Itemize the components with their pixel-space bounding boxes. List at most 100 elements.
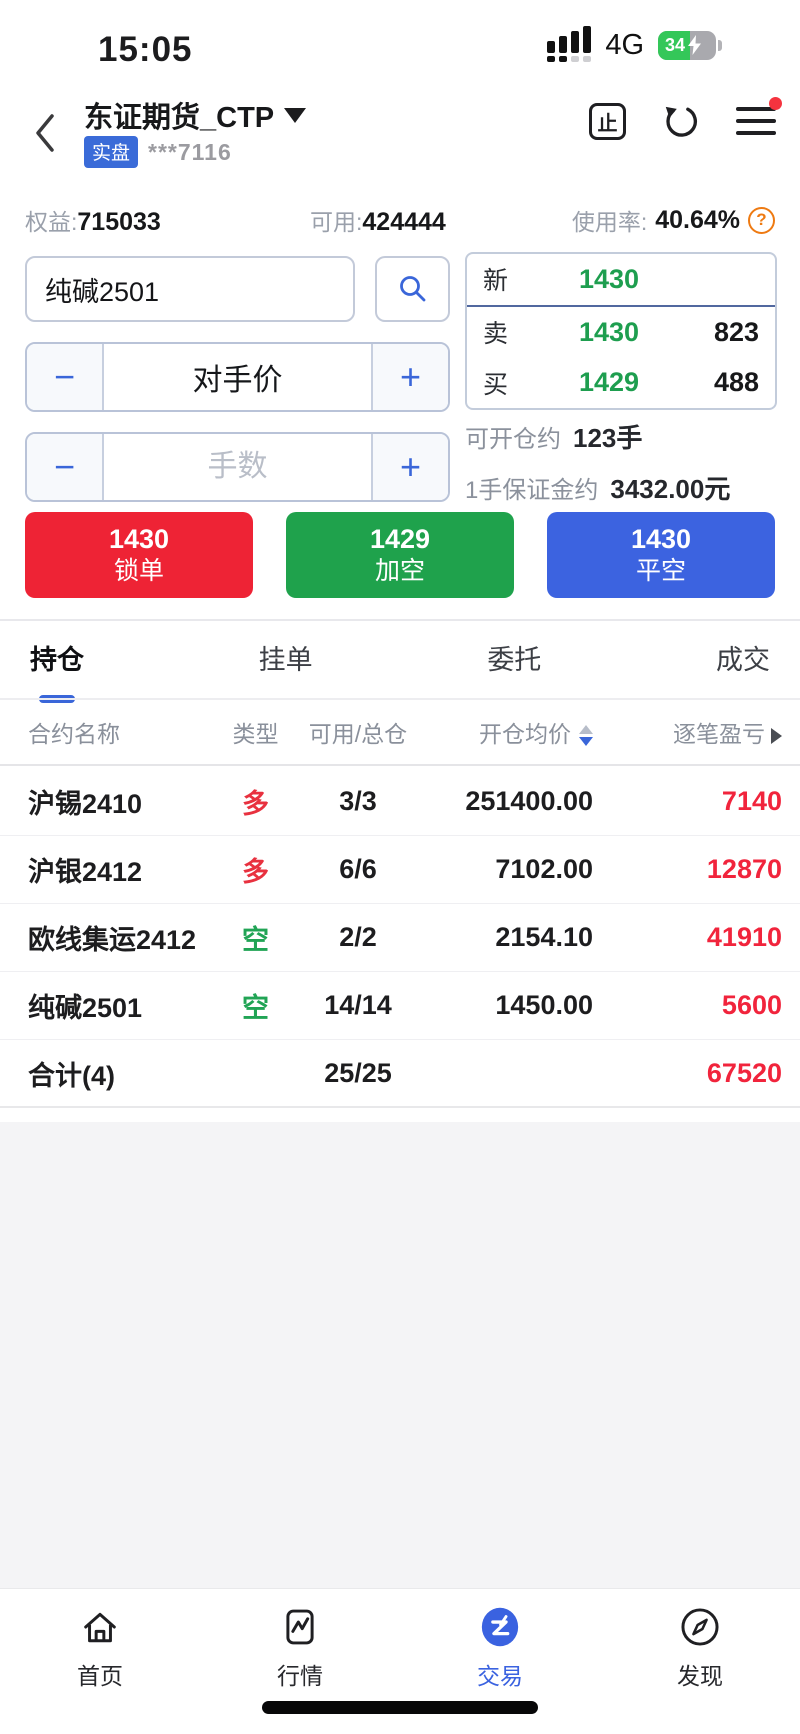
total-available-total: 25/25	[324, 1057, 392, 1088]
tab-positions[interactable]: 持仓	[30, 638, 84, 703]
price-stepper: − +	[25, 342, 450, 412]
open-capacity-label: 可开仓约	[465, 426, 561, 453]
column-pnl[interactable]: 逐笔盈亏	[593, 715, 782, 749]
battery-percent: 34	[665, 34, 686, 55]
pnl-expand-arrow-icon	[771, 727, 782, 744]
new-price-value: 1430	[579, 263, 640, 294]
quantity-decrease-button[interactable]: −	[27, 434, 104, 500]
available-value: 424444	[362, 208, 446, 236]
table-row[interactable]: 纯碱2501 空 14/14 1450.00 5600	[0, 972, 800, 1040]
tab-pending-orders[interactable]: 挂单	[258, 644, 313, 675]
margin-label: 1手保证金约	[465, 477, 599, 504]
section-divider	[0, 619, 800, 621]
available-total: 6/6	[339, 854, 377, 884]
back-chevron-icon	[36, 114, 54, 152]
equity-label: 权益:	[25, 209, 78, 235]
bid-label: 买	[483, 370, 509, 399]
price-input[interactable]	[104, 360, 371, 394]
open-avg-price: 7102.00	[495, 854, 593, 884]
tabs-divider	[0, 698, 800, 700]
nav-discover[interactable]: 发现	[600, 1593, 800, 1691]
nav-trade[interactable]: 交易	[400, 1593, 600, 1691]
nav-market[interactable]: 行情	[200, 1593, 400, 1691]
contract-name: 沪银2412	[28, 857, 143, 887]
network-type-label: 4G	[605, 28, 644, 61]
usage-help-icon[interactable]: ?	[748, 206, 775, 234]
home-indicator[interactable]	[262, 1701, 538, 1714]
total-pnl-value: 67520	[706, 1057, 782, 1088]
broker-selector[interactable]: 东证期货_CTP	[84, 94, 307, 136]
quantity-increase-button[interactable]: +	[371, 434, 448, 500]
lock-order-button[interactable]: 1430 锁单	[25, 512, 253, 598]
column-open-avg-price[interactable]: 开仓均价	[423, 715, 593, 749]
margin-value: 3432.00元	[610, 474, 731, 504]
market-chart-icon	[286, 1609, 314, 1645]
account-summary: 权益:715033 可用:424444 使用率: 40.64% ?	[25, 204, 775, 236]
equity-value: 715033	[77, 208, 161, 236]
add-short-button[interactable]: 1429 加空	[286, 512, 514, 598]
table-row[interactable]: 沪银2412 多 6/6 7102.00 12870	[0, 836, 800, 904]
charging-bolt-icon	[688, 35, 702, 55]
position-type: 空	[242, 993, 269, 1023]
pnl-value: 5600	[721, 990, 782, 1020]
refresh-icon[interactable]	[660, 100, 702, 142]
position-type: 空	[242, 925, 269, 955]
home-icon	[84, 1612, 116, 1643]
ask-price-value: 1430	[579, 316, 640, 347]
broker-title: 东证期货_CTP	[84, 102, 275, 134]
positions-table-header: 合约名称 类型 可用/总仓 开仓均价 逐笔盈亏	[0, 700, 800, 766]
battery-icon: 34	[658, 30, 722, 60]
stop-order-icon[interactable]: 止	[589, 102, 626, 140]
contract-search-box	[25, 256, 355, 322]
search-icon	[399, 276, 425, 302]
sort-icon	[579, 725, 593, 747]
lock-label: 锁单	[113, 557, 164, 586]
tab-entrusted[interactable]: 委托	[487, 644, 542, 675]
ask-label: 卖	[483, 320, 509, 348]
search-button[interactable]	[375, 256, 450, 322]
contract-name: 沪锡2410	[28, 789, 143, 819]
table-row[interactable]: 沪锡2410 多 3/3 251400.00 7140	[0, 768, 800, 836]
total-row: 合计(4) 25/25 67520	[0, 1040, 800, 1108]
lock-price: 1430	[108, 523, 170, 554]
dropdown-caret-icon	[284, 107, 307, 123]
close-short-label: 平空	[635, 557, 686, 586]
price-increase-button[interactable]: +	[371, 344, 448, 410]
position-tabs: 持仓 挂单 委托 成交	[0, 628, 800, 703]
available-total: 3/3	[339, 786, 377, 816]
price-decrease-button[interactable]: −	[27, 344, 104, 410]
add-short-label: 加空	[374, 557, 425, 586]
nav-home[interactable]: 首页	[0, 1593, 200, 1691]
quote-row-bid[interactable]: 买 1429 488	[467, 357, 775, 408]
position-type: 多	[242, 789, 269, 819]
notification-dot	[769, 97, 782, 110]
quantity-stepper: − +	[25, 432, 450, 502]
new-price-label: 新	[483, 267, 509, 296]
open-avg-price: 251400.00	[465, 786, 593, 816]
order-action-buttons: 1430 锁单 1429 加空 1430 平空	[25, 512, 775, 598]
menu-icon[interactable]	[736, 97, 782, 137]
contract-search-input[interactable]	[27, 273, 353, 305]
trade-icon	[481, 1607, 519, 1647]
available-label: 可用:	[310, 209, 363, 235]
column-contract-name: 合约名称	[28, 721, 120, 747]
ask-volume: 823	[713, 316, 759, 347]
cellular-signal-icon	[547, 26, 592, 62]
pnl-value: 41910	[706, 922, 782, 952]
empty-background-area	[0, 1122, 800, 1588]
quantity-input[interactable]	[104, 450, 371, 484]
usage-label: 使用率:	[571, 209, 648, 235]
tab-filled[interactable]: 成交	[715, 644, 770, 675]
pnl-value: 12870	[706, 854, 782, 884]
quote-row-new[interactable]: 新 1430	[467, 254, 775, 307]
close-short-button[interactable]: 1430 平空	[547, 512, 775, 598]
back-button[interactable]	[30, 110, 60, 156]
app-header: 东证期货_CTP 实盘 ***7116 止	[0, 92, 800, 178]
quote-row-ask[interactable]: 卖 1430 823	[467, 307, 775, 358]
add-short-price: 1429	[369, 523, 431, 554]
pnl-value: 7140	[721, 786, 782, 816]
contract-name: 纯碱2501	[28, 993, 143, 1023]
open-capacity-value: 123手	[573, 423, 643, 453]
table-row[interactable]: 欧线集运2412 空 2/2 2154.10 41910	[0, 904, 800, 972]
